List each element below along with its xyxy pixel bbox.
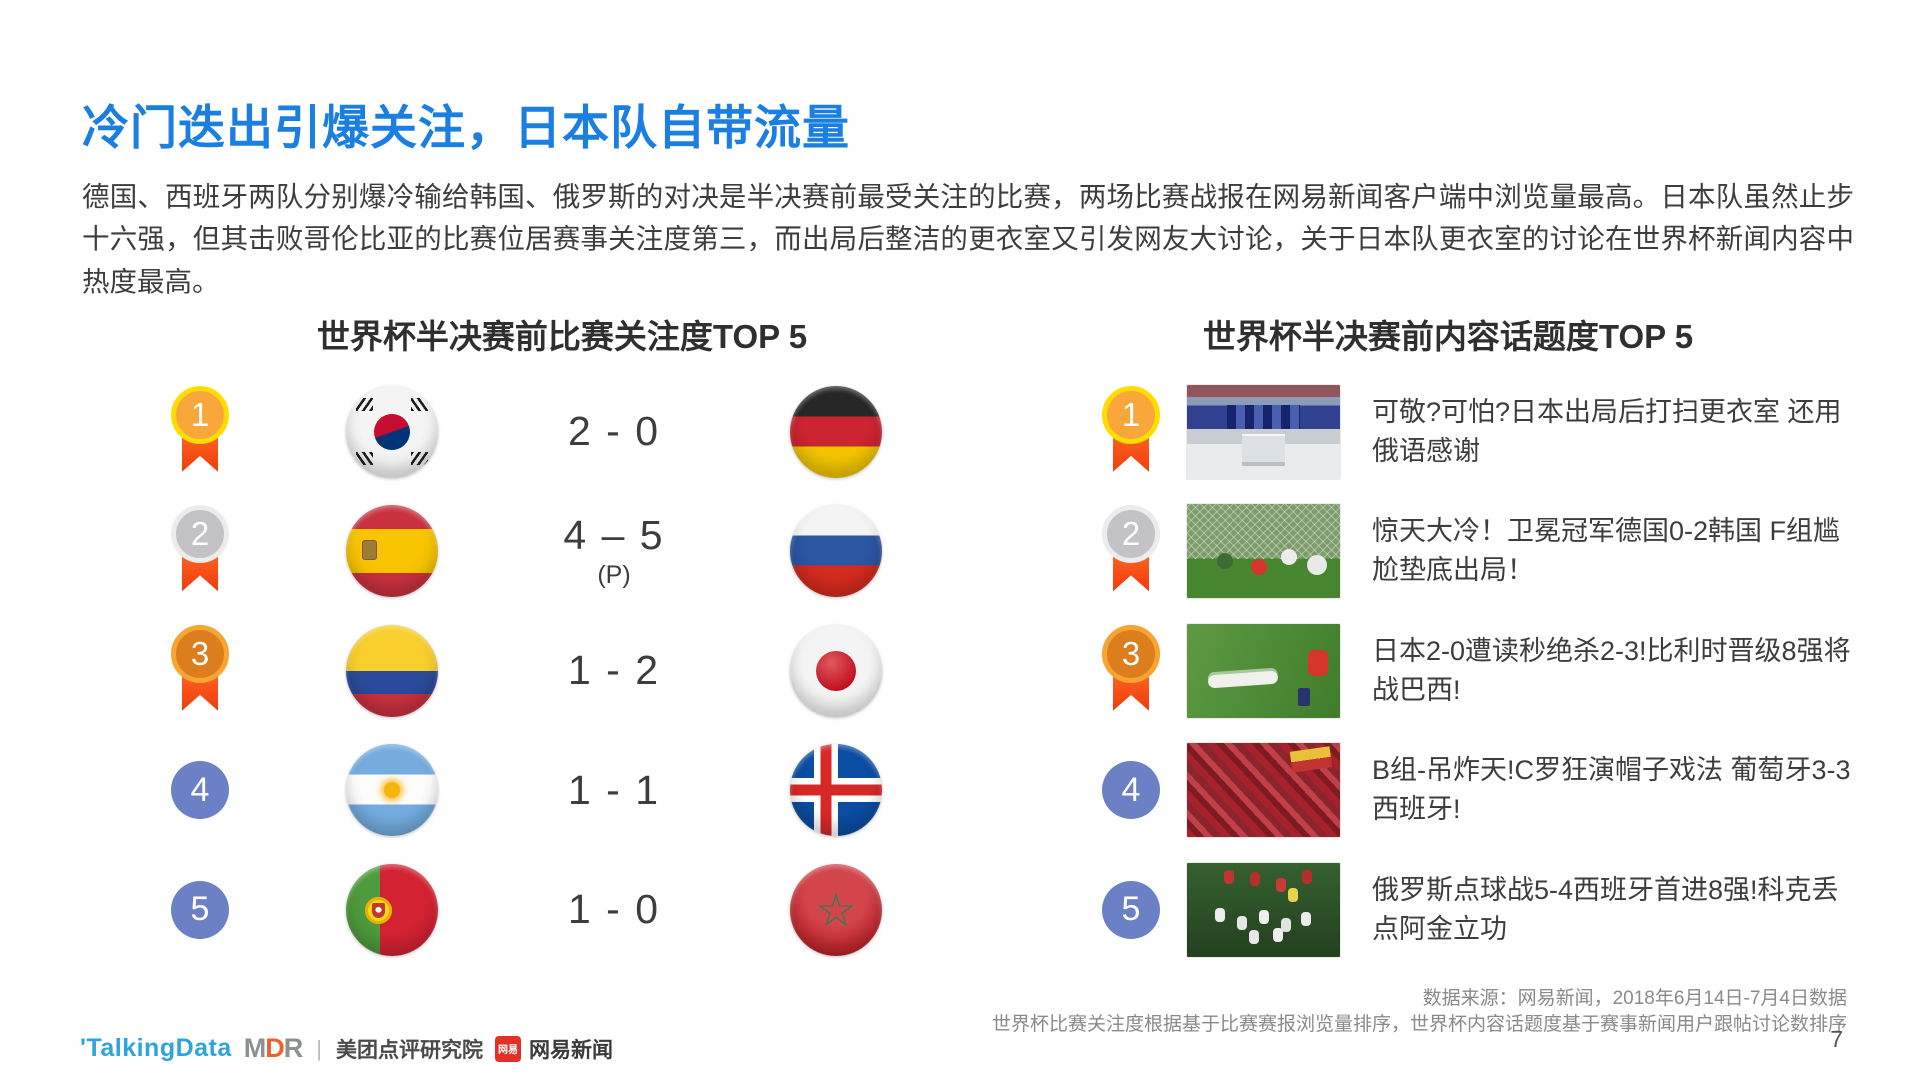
gold-medal-icon: 1: [1099, 384, 1163, 480]
topic-row-4: 4 B组-吊炸天!C罗狂演帽子戏法 葡萄牙3-3西班牙!: [1099, 731, 1856, 851]
news-headline: 惊天大冷！卫冕冠军德国0-2韩国 F组尴尬垫底出局！: [1372, 516, 1841, 586]
netease-news-logo: 网易新闻: [529, 1038, 614, 1062]
match-row-1: 1 2 - 0: [155, 372, 882, 492]
score-text: 2 - 0: [567, 408, 661, 455]
news-photo: [1187, 743, 1340, 838]
medal-circle: 1: [1102, 385, 1160, 444]
home-team-flag: [346, 385, 438, 478]
medal-circle: 1: [171, 385, 229, 444]
silver-medal-icon: 2: [1099, 503, 1163, 599]
score-text: 1 - 2: [567, 647, 661, 694]
match-row-4: 4 1 - 1: [155, 731, 882, 851]
rank-circle: 5: [1099, 880, 1163, 939]
news-photo: [1187, 384, 1340, 479]
talkingdata-logo: 'TalkingData: [80, 1034, 232, 1062]
rank-number: 4: [171, 761, 229, 820]
home-team-flag: [346, 624, 438, 717]
rank-number: 3: [1121, 634, 1141, 672]
brand-logos: 'TalkingData MDR | 美团点评研究院 网易 网易新闻: [80, 1033, 613, 1064]
rank-circle: 5: [171, 880, 229, 939]
rank-number: 1: [190, 395, 210, 433]
intro-paragraph: 德国、西班牙两队分别爆冷输给韩国、俄罗斯的对决是半决赛前最受关注的比赛，两场比赛…: [82, 180, 1854, 297]
mdr-logo: MDR: [243, 1033, 303, 1063]
left-section-header: 世界杯半决赛前比赛关注度TOP 5: [316, 318, 808, 355]
topic-row-3: 3 日本2-0遭读秒绝杀2-3!比利时晋级8强将战巴西!: [1099, 611, 1856, 731]
right-section-header: 世界杯半决赛前内容话题度TOP 5: [1202, 318, 1694, 355]
score-text: 1 - 0: [567, 886, 661, 933]
match-score: 1 - 1: [568, 767, 660, 814]
medal-circle: 2: [171, 505, 229, 564]
score-text: 4 – 5: [563, 512, 665, 559]
score-text: 1 - 1: [567, 766, 661, 813]
away-team-flag: [790, 863, 882, 956]
news-headline: 可敬?可怕?日本出局后打扫更衣室 还用俄语感谢: [1372, 396, 1842, 466]
away-team-flag: [790, 505, 882, 598]
home-team-flag: [346, 863, 438, 956]
news-headline: B组-吊炸天!C罗狂演帽子戏法 葡萄牙3-3西班牙!: [1372, 755, 1851, 825]
medal-circle: 2: [1102, 505, 1160, 564]
page-title: 冷门迭出引爆关注，日本队自带流量: [82, 101, 850, 155]
topic-row-1: 1 可敬?可怕?日本出局后打扫更衣室 还用俄语感谢: [1099, 372, 1856, 492]
match-score: 4 – 5 (P): [563, 512, 664, 590]
rank-number: 1: [1121, 395, 1141, 433]
match-attention-list: 1 2 - 0 2 4 – 5 (P) 3: [155, 372, 882, 970]
data-source-note: 数据来源：网易新闻，2018年6月14日-7月4日数据 世界杯比赛关注度根据基于…: [992, 986, 1847, 1037]
netease-logo-icon: 网易: [495, 1035, 522, 1062]
gold-medal-icon: 1: [168, 384, 232, 480]
home-team-flag: [346, 505, 438, 598]
away-team-flag: [790, 624, 882, 717]
match-row-3: 3 1 - 2: [155, 611, 882, 731]
bronze-medal-icon: 3: [1099, 623, 1163, 719]
rank-number: 2: [1121, 515, 1141, 553]
rank-circle: 4: [1099, 761, 1163, 820]
medal-circle: 3: [1102, 624, 1160, 683]
silver-medal-icon: 2: [168, 503, 232, 599]
rank-number: 5: [1102, 880, 1160, 939]
match-row-5: 5 1 - 0: [155, 850, 882, 970]
news-headline: 俄罗斯点球战5-4西班牙首进8强!科克丢点阿金立功: [1372, 874, 1839, 944]
source-line-2: 世界杯比赛关注度根据基于比赛赛报浏览量排序，世界杯内容话题度基于赛事新闻用户跟帖…: [991, 1013, 1847, 1035]
match-score: 1 - 2: [568, 647, 660, 694]
logo-divider: |: [316, 1035, 323, 1061]
away-team-flag: [790, 385, 882, 478]
news-photo: [1187, 504, 1340, 599]
match-score: 1 - 0: [568, 886, 660, 933]
score-note: (P): [597, 561, 631, 590]
rank-number: 3: [190, 634, 210, 672]
meituan-dianping-institute-logo: 美团点评研究院: [336, 1038, 484, 1062]
rank-number: 2: [190, 515, 210, 553]
medal-circle: 3: [171, 624, 229, 683]
topic-row-2: 2 惊天大冷！卫冕冠军德国0-2韩国 F组尴尬垫底出局！: [1099, 492, 1856, 612]
news-headline: 日本2-0遭读秒绝杀2-3!比利时晋级8强将战巴西!: [1372, 635, 1851, 705]
home-team-flag: [346, 744, 438, 837]
match-score: 2 - 0: [568, 408, 660, 455]
news-photo: [1187, 862, 1340, 957]
rank-circle: 4: [171, 761, 229, 820]
match-row-2: 2 4 – 5 (P): [155, 492, 882, 612]
news-photo: [1187, 623, 1340, 718]
bronze-medal-icon: 3: [168, 623, 232, 719]
rank-number: 4: [1102, 761, 1160, 820]
rank-number: 5: [171, 880, 229, 939]
page-number: 7: [1830, 1026, 1843, 1052]
content-topic-list: 1 可敬?可怕?日本出局后打扫更衣室 还用俄语感谢 2 惊天大冷！卫冕冠军德国0…: [1099, 372, 1856, 970]
away-team-flag: [790, 744, 882, 837]
topic-row-5: 5 俄罗斯点球战5-4西班牙首进8强!科克丢点阿金立功: [1099, 850, 1856, 970]
source-line-1: 数据来源：网易新闻，2018年6月14日-7月4日数据: [1422, 988, 1847, 1009]
